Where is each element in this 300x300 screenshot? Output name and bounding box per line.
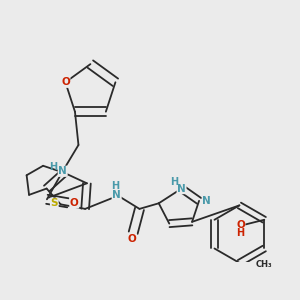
Text: H: H (236, 228, 244, 238)
Text: N: N (112, 190, 121, 200)
Text: H: H (170, 177, 178, 187)
Text: O: O (70, 198, 79, 208)
Text: N: N (202, 196, 211, 206)
Text: N: N (177, 184, 186, 194)
Text: CH₃: CH₃ (255, 260, 272, 269)
Text: S: S (51, 198, 58, 208)
Text: H: H (49, 162, 57, 172)
Text: O: O (236, 220, 245, 230)
Text: O: O (61, 77, 70, 87)
Text: N: N (58, 166, 67, 176)
Text: O: O (128, 234, 136, 244)
Text: H: H (111, 181, 119, 191)
